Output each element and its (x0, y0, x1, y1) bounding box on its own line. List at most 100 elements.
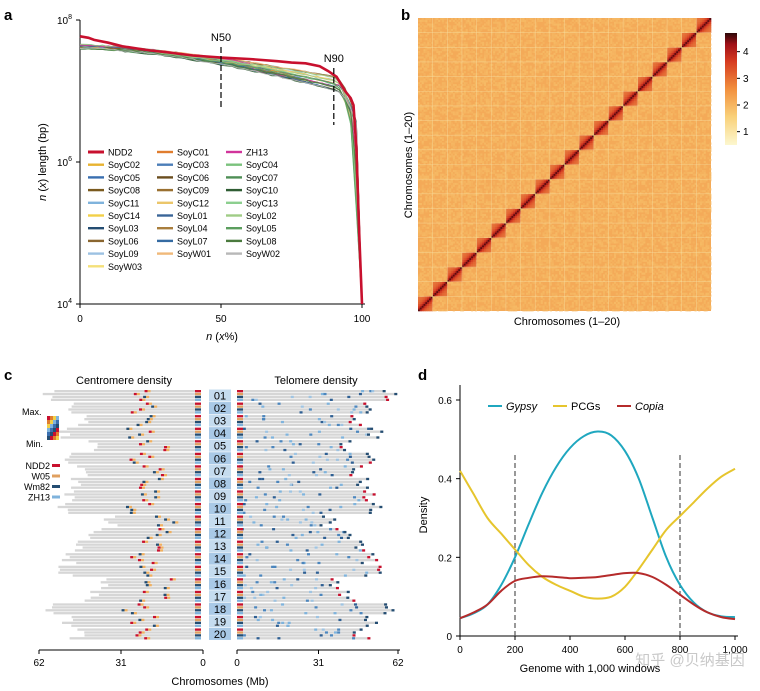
b-heat-cell (665, 285, 668, 288)
b-heat-cell (537, 257, 540, 261)
b-heat-cell (476, 204, 479, 207)
b-heat-cell (645, 215, 648, 218)
b-heat-cell (557, 224, 560, 228)
b-heat-cell (458, 270, 461, 273)
b-heat-cell (557, 259, 560, 262)
b-heat-cell (696, 263, 699, 266)
b-heat-cell (482, 292, 485, 295)
b-heat-cell (549, 265, 552, 268)
b-heat-cell (507, 283, 510, 286)
b-heat-cell (612, 265, 615, 268)
b-heat-cell (518, 213, 521, 217)
b-heat-cell (612, 274, 615, 277)
b-heat-cell (456, 213, 459, 217)
b-heat-cell (608, 243, 611, 246)
b-heat-cell (524, 300, 527, 303)
b-heat-cell (637, 305, 640, 308)
b-heat-cell (487, 261, 490, 264)
b-heat-cell (511, 223, 514, 226)
b-heat-cell (590, 276, 593, 279)
a-legend-label-SoyW01: SoyW01 (177, 249, 211, 259)
b-heat-cell (705, 276, 708, 279)
b-heat-cell (456, 289, 459, 292)
b-heat-cell (461, 228, 465, 231)
b-heat-cell (584, 248, 587, 251)
b-heat-cell (582, 276, 585, 279)
b-heat-cell (586, 281, 589, 284)
b-heat-cell (502, 300, 505, 303)
b-heat-cell (681, 210, 684, 213)
b-heat-cell (419, 309, 422, 312)
b-heat-cell (601, 208, 604, 211)
b-heat-cell (544, 263, 547, 266)
b-heat-cell (689, 234, 692, 237)
b-heat-cell (615, 305, 618, 308)
b-heat-cell (559, 301, 562, 304)
b-heat-cell (612, 246, 615, 250)
b-heat-cell (674, 215, 677, 218)
b-heat-cell (461, 217, 465, 220)
b-heat-cell (436, 208, 439, 211)
b-heat-cell (639, 234, 642, 237)
b-heat-cell (461, 234, 465, 237)
b-heat-cell (456, 246, 459, 250)
b-heat-cell (645, 300, 648, 303)
b-heat-cell (639, 232, 642, 235)
b-heat-cell (526, 248, 529, 251)
b-heat-cell (641, 252, 644, 255)
b-heat-cell (610, 210, 613, 213)
b-heat-cell (542, 213, 545, 217)
b-heat-cell (672, 234, 675, 237)
b-heat-cell (630, 309, 633, 312)
b-heat-cell (690, 228, 693, 231)
b-heat-cell (566, 252, 569, 255)
b-heat-cell (692, 221, 695, 224)
b-heat-cell (628, 307, 631, 310)
b-heat-cell (419, 290, 422, 293)
b-heat-cell (604, 278, 607, 281)
b-heat-cell (421, 303, 424, 306)
b-heat-cell (590, 226, 593, 229)
b-heat-cell (709, 219, 712, 222)
b-heat-cell (617, 250, 620, 253)
b-heat-cell (701, 307, 704, 310)
b-heat-cell (703, 250, 706, 253)
b-heat-cell (450, 274, 454, 277)
b-heat-cell (428, 230, 432, 233)
b-heat-cell (537, 254, 540, 257)
b-heat-cell (612, 278, 615, 281)
b-heat-cell (571, 279, 574, 282)
b-heat-cell (681, 303, 684, 306)
b-heat-cell (531, 224, 534, 228)
b-heat-cell (491, 246, 494, 250)
b-heat-cell (634, 265, 637, 268)
b-heat-cell (465, 215, 468, 218)
b-heat-cell (568, 204, 571, 207)
b-heat-cell (452, 276, 455, 279)
b-heat-cell (480, 213, 483, 217)
b-heat-cell (502, 278, 505, 281)
b-heat-cell (626, 307, 629, 310)
b-heat-cell (494, 301, 498, 304)
b-heat-cell (571, 213, 574, 217)
b-heat-cell (467, 289, 470, 292)
b-heat-cell (418, 257, 421, 261)
b-heat-cell (700, 289, 703, 292)
b-heat-cell (681, 224, 684, 228)
b-heat-cell (548, 224, 551, 228)
b-heat-cell (487, 254, 490, 257)
b-heat-cell (544, 202, 547, 206)
b-heat-cell (679, 206, 682, 209)
b-heat-cell (701, 303, 704, 306)
b-heat-cell (460, 267, 463, 270)
b-heat-cell (575, 248, 578, 251)
b-heat-cell (608, 206, 611, 209)
b-heat-cell (513, 301, 516, 304)
b-heat-cell (621, 300, 624, 303)
b-heat-cell (425, 217, 428, 220)
b-heat-cell (494, 250, 498, 253)
b-heat-cell (537, 228, 540, 231)
b-heat-cell (511, 210, 514, 213)
b-heat-cell (427, 245, 430, 248)
b-heat-cell (705, 309, 708, 312)
